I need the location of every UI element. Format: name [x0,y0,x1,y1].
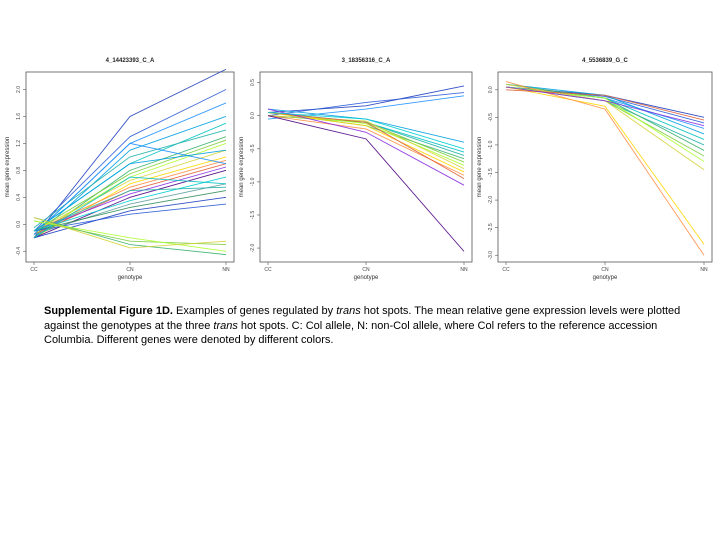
y-tick-label: -0.5 [250,144,256,153]
chart-title: 3_18356316_C_A [342,58,391,64]
y-axis-label: mean gene expression [239,137,245,198]
series-line [33,183,227,235]
caption-text-2: hot spots. The mean relative gene expres… [44,305,681,332]
series-line [33,217,227,249]
series-line [505,86,705,245]
series-line [267,92,465,117]
series-line [33,196,227,239]
y-axis-label: mean gene expression [5,137,11,198]
y-tick-label: -2.5 [488,223,494,232]
y-tick-label: 1.2 [16,140,22,147]
chart-panel-1: 4_14423393_C_A -0.4 0.0 0.4 0.8 1.2 1.6 2.0 CC CN… [5,58,235,281]
x-tick-label: NN [222,267,230,273]
y-tick-label: -1.0 [488,140,494,149]
y-tick-label: -0.4 [16,247,22,256]
x-tick-label: CC [30,267,38,273]
x-axis-label: genotype [593,275,618,281]
y-tick-label: -1.5 [488,168,494,177]
series-line [33,203,227,232]
y-tick-label: -1.0 [250,177,256,186]
series-line [505,81,705,256]
series-line [33,166,227,232]
chart-panel-3: 4_5536839_G_C -3.0 -2.5 -2.0 -1.5 -1.0 -0.5 0.0… [477,58,713,281]
y-tick-label: 1.6 [16,113,22,120]
series-line [267,85,465,113]
y-tick-label: -2.0 [488,196,494,205]
series-line [505,86,705,127]
x-tick-label: CC [264,267,272,273]
y-tick-label: 0.5 [250,79,256,86]
series-line [33,190,227,232]
series-line [267,115,465,170]
chart-title: 4_5536839_G_C [582,58,628,64]
caption-label: Supplemental Figure 1D. [44,305,173,317]
caption-em-2: trans [213,319,238,332]
x-tick-label: CC [502,267,510,273]
x-tick-label: NN [460,267,468,273]
y-tick-label: 0.4 [16,194,22,201]
series-line [33,68,227,239]
figure-caption: Supplemental Figure 1D. Examples of gene… [44,304,684,348]
caption-em-1: trans [336,305,361,317]
series-line [33,220,227,245]
series-line [33,89,227,232]
figure-charts: 4_14423393_C_A -0.4 0.0 0.4 0.8 1.2 1.6 2.0 CC CN… [5,58,713,281]
series-line [33,142,227,235]
series-line [505,83,705,151]
series-line [33,186,227,232]
y-tick-label: 2.0 [16,86,22,93]
series-line [267,108,465,186]
series-line [33,159,227,232]
chart-panel-2: 3_18356316_C_A -2.0 -1.5 -1.0 -0.5 0.0 0.5 CC CN… [239,58,473,281]
series-line [505,86,705,162]
series-line [33,149,227,232]
y-tick-label: -3.0 [488,251,494,260]
chart-title: 4_14423393_C_A [106,58,155,64]
x-axis-label: genotype [354,275,379,281]
plot-frame [259,71,473,263]
series-line [33,220,227,252]
y-tick-label: -2.0 [250,244,256,253]
series-line [267,115,465,252]
series-line [33,149,227,232]
y-tick-label: -0.5 [488,113,494,122]
series-line [505,89,705,121]
y-tick-label: -1.5 [250,210,256,219]
x-tick-label: NN [700,267,708,273]
y-tick-label: 0.0 [488,86,494,93]
series-line [33,139,227,232]
x-tick-label: CN [362,267,370,273]
series-line [267,111,465,179]
x-axis-label: genotype [118,275,143,281]
series-line [33,176,227,232]
x-tick-label: CN [126,267,134,273]
series-line [33,217,227,256]
caption-text-1: Examples of genes regulated by [172,305,337,317]
y-tick-label: 0.0 [16,221,22,228]
caption-text-3: hot spots. C: Col allele, N: non-Col all… [44,319,658,347]
x-tick-label: CN [601,267,609,273]
y-tick-label: 0.0 [250,112,256,119]
series-line [267,111,465,150]
y-tick-label: 0.8 [16,167,22,174]
series-line [505,86,705,157]
y-axis-label: mean gene expression [477,137,483,198]
